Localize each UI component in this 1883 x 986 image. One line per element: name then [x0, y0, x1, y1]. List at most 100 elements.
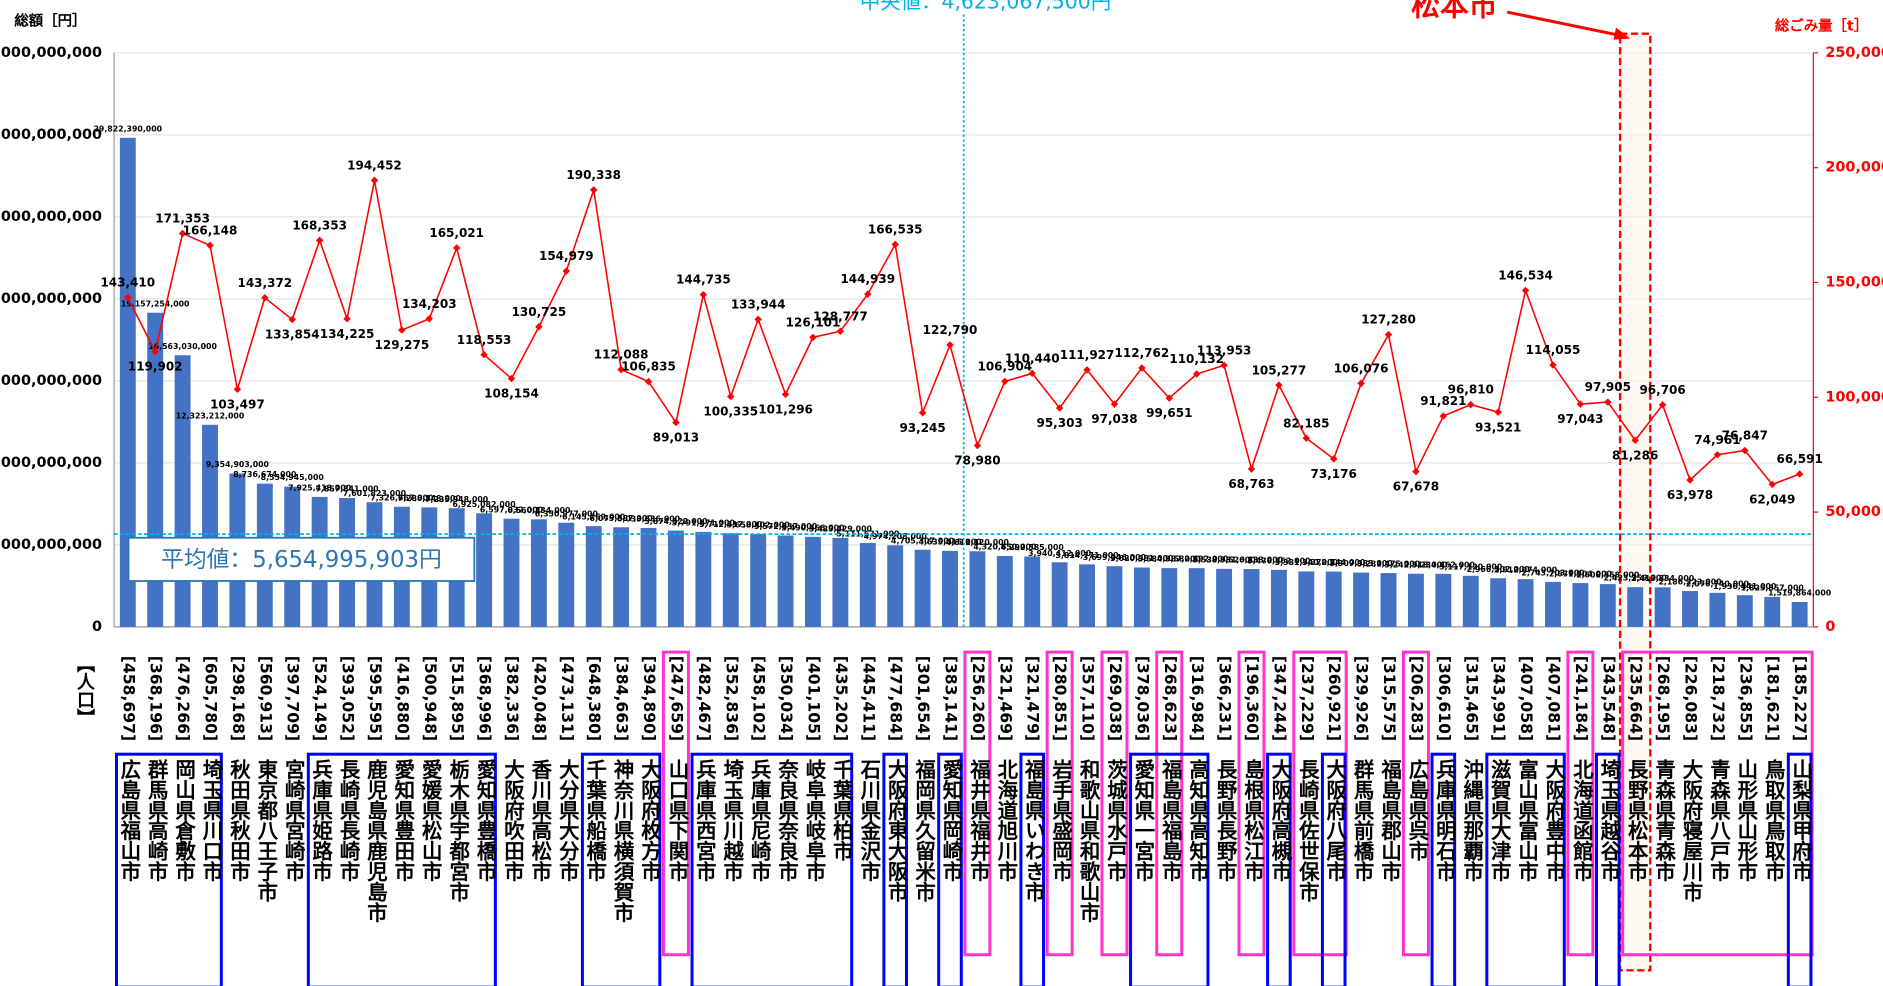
x-tick-label: 愛知県一宮市 — [1131, 759, 1155, 882]
line-marker — [480, 350, 488, 359]
bar — [476, 513, 493, 627]
bar-value-label: 4,320,650,000 — [973, 543, 1037, 552]
bar — [777, 535, 794, 627]
group-box — [306, 752, 497, 986]
bar — [202, 424, 218, 627]
x-tick-label: 長野県松本市 — [1624, 759, 1648, 882]
line-marker — [1083, 366, 1091, 374]
line-marker — [1001, 377, 1009, 386]
x-tick-label: 埼玉県川口市 — [199, 758, 224, 882]
line-value-label: 74,961 — [1694, 433, 1740, 447]
x-tick-population: [383,141] — [942, 656, 960, 741]
bar-value-label: 5,425,429,000 — [809, 525, 873, 534]
x-tick-label: 兵庫県姫路市 — [309, 759, 333, 882]
x-tick-label: 岐阜県岐阜市 — [802, 758, 826, 882]
bar-value-label: 2,186,223,000 — [1658, 578, 1722, 587]
line-value-label: 105,277 — [1252, 363, 1307, 377]
line-value-label: 78,980 — [954, 454, 1000, 468]
line-value-label: 127,280 — [1361, 313, 1416, 327]
y-axis-title: 総額［円］ — [14, 12, 86, 30]
bar — [1791, 601, 1808, 627]
y-tick-label: 5,000,000,000 — [0, 537, 102, 553]
bar — [1079, 564, 1095, 627]
group-box — [661, 650, 690, 957]
x-tick-population: [316,984] — [1188, 656, 1206, 741]
x-tick-population: [260,921] — [1325, 656, 1343, 741]
bar — [1353, 572, 1370, 627]
bar — [1188, 568, 1205, 627]
x-tick-population: [206,283] — [1407, 656, 1425, 741]
x-tick-label: 東京都八王子市 — [254, 759, 279, 902]
bar — [859, 543, 876, 627]
bar-value-label: 3,242,918,000 — [1384, 560, 1448, 569]
x-tick-population: [321,479] — [1024, 656, 1042, 741]
line-value-label: 144,735 — [676, 273, 731, 287]
x-tick-label: 福岡県久留米市 — [912, 759, 937, 902]
x-tick-population: [397,709] — [284, 656, 302, 741]
x-tick-label: 長崎県佐世保市 — [1295, 759, 1320, 902]
highlight-arrow — [1506, 10, 1624, 38]
bar — [119, 137, 136, 627]
x-tick-label: 香川県高松市 — [528, 759, 553, 882]
bar-value-label: 7,235,948,000 — [425, 495, 489, 504]
line-value-label: 130,725 — [512, 305, 567, 319]
bar — [1024, 556, 1041, 627]
bar-value-label: 2,413,334,000 — [1631, 574, 1695, 583]
line-marker — [809, 333, 817, 342]
line-value-label: 128,777 — [813, 309, 868, 323]
bar-value-label: 1,519,864,000 — [1768, 589, 1832, 598]
line-marker — [589, 186, 598, 194]
x-tick-population: [378,036] — [1133, 656, 1151, 741]
group-box — [1485, 752, 1566, 986]
line-value-label: 133,854 — [265, 328, 320, 342]
bar — [1462, 575, 1479, 627]
line-value-label: 146,534 — [1498, 269, 1553, 283]
line-value-label: 126,101 — [786, 315, 841, 329]
y2-tick-label: 50,000 — [1825, 504, 1881, 520]
x-tick-label: 兵庫県尼崎市 — [747, 759, 771, 882]
x-tick-label: 高知県高知市 — [1186, 758, 1210, 882]
group-box — [1594, 752, 1621, 986]
bar — [969, 551, 986, 627]
x-tick-label: 山梨県甲府市 — [1789, 759, 1813, 882]
bar — [1270, 569, 1287, 627]
bar-value-label: 5,490,466,000 — [781, 523, 845, 532]
line-marker — [1713, 451, 1722, 459]
group-box — [1266, 752, 1292, 986]
x-tick-population: [315,575] — [1380, 656, 1398, 741]
x-tick-label: 沖縄県那覇市 — [1460, 759, 1484, 882]
line-value-label: 103,497 — [210, 397, 265, 411]
x-tick-population: [524,149] — [311, 656, 329, 741]
x-tick-label: 大阪府東大阪市 — [884, 758, 908, 902]
y2-axis-title: 総ごみ量［t］ — [1775, 16, 1868, 34]
x-tick-label: 大阪府高槻市 — [1268, 758, 1292, 882]
line-value-label: 66,591 — [1776, 452, 1822, 466]
highlight-arrowhead — [1613, 27, 1631, 40]
bar-value-label: 7,326,667,000 — [370, 493, 434, 502]
x-tick-population: [416,880] — [393, 656, 411, 741]
x-tick-label: 岡山県倉敷市 — [172, 759, 197, 881]
x-tick-label: 埼玉県越谷市 — [1597, 758, 1622, 882]
bar — [914, 549, 931, 627]
x-tick-population: [321,469] — [996, 656, 1014, 741]
x-tick-label: 山口県下関市 — [665, 759, 689, 882]
x-tick-population: [241,184] — [1572, 656, 1590, 741]
bar-value-label: 2,743,703,000 — [1521, 568, 1585, 577]
line-value-label: 171,353 — [155, 212, 210, 226]
y-tick-label: 10,000,000,000 — [0, 455, 102, 471]
bar — [1736, 595, 1753, 627]
line-marker — [1686, 476, 1694, 484]
line-value-label: 133,944 — [731, 297, 786, 311]
bar-value-label: 3,309,983,000 — [1330, 559, 1394, 568]
line-value-label: 97,038 — [1091, 412, 1137, 426]
highlight-box — [1618, 32, 1652, 972]
x-tick-label: 石川県金沢市 — [857, 759, 882, 881]
bar-value-label: 3,476,762,000 — [1247, 556, 1311, 565]
line-marker — [1138, 364, 1146, 372]
line-value-label: 144,939 — [840, 272, 895, 286]
bar — [1106, 566, 1123, 627]
bar — [942, 550, 958, 627]
bar-value-label: 3,814,771,000 — [1055, 551, 1119, 560]
bar — [1709, 592, 1726, 627]
x-tick-label: 埼玉県川越市 — [720, 758, 745, 882]
